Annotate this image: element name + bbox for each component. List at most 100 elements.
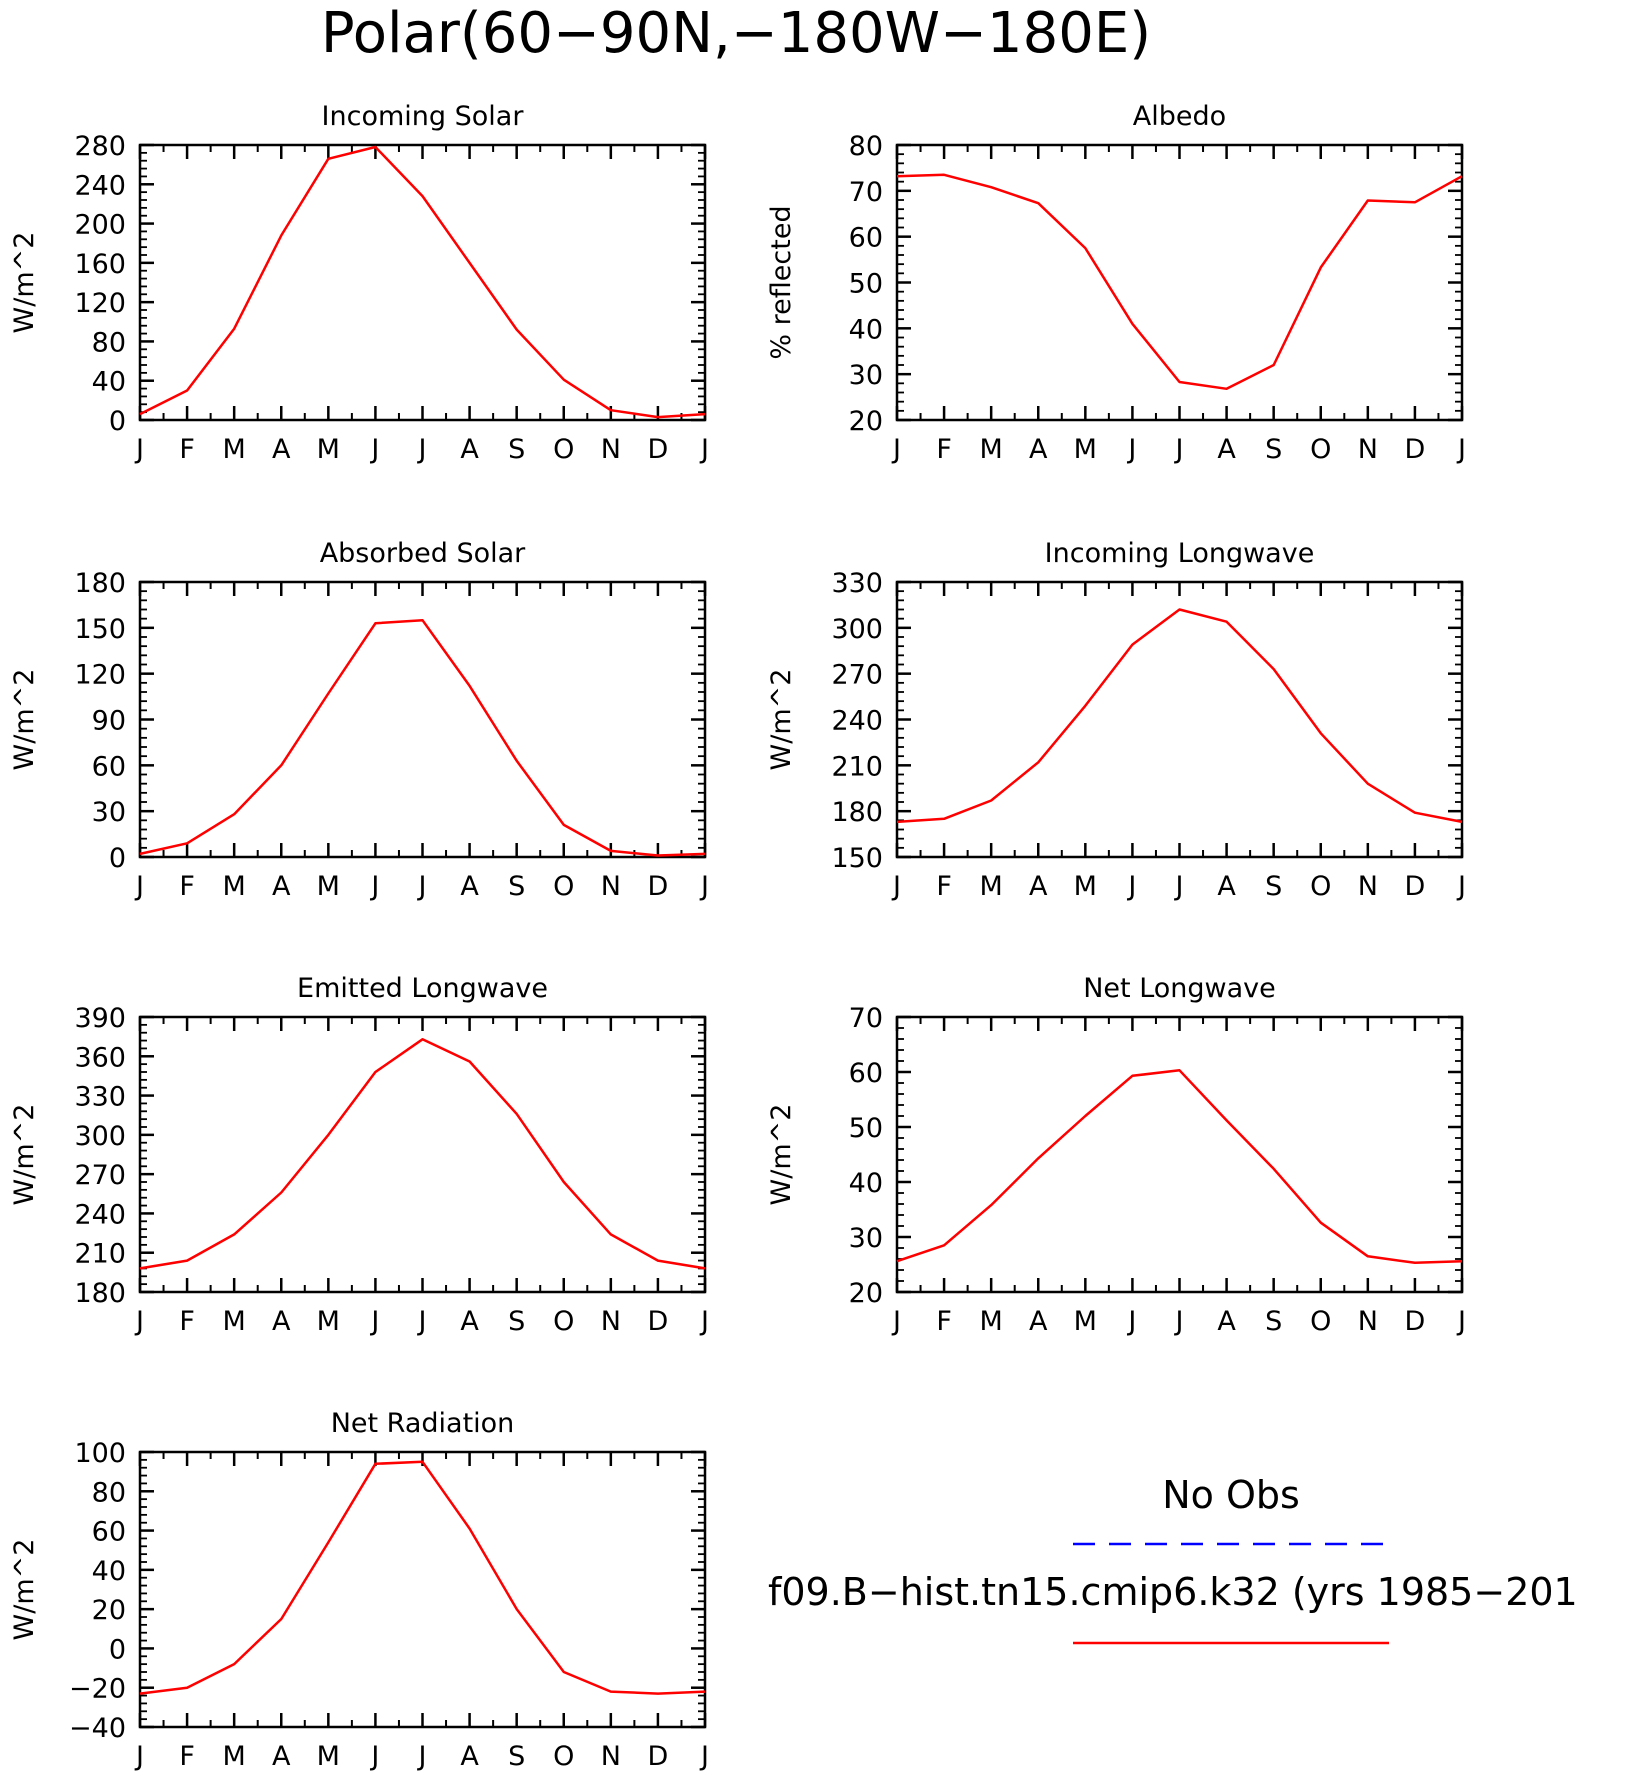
- x-tick-label: A: [460, 434, 479, 465]
- x-tick-label: A: [272, 871, 291, 902]
- x-tick-label: S: [508, 1306, 525, 1337]
- series-line: [139, 1038, 706, 1270]
- y-tick-label: 40: [92, 1556, 126, 1587]
- x-tick-label: J: [369, 1306, 379, 1337]
- y-tick-label: 300: [831, 614, 883, 645]
- x-tick-label: M: [1074, 434, 1097, 465]
- y-axis-label: W/m^2: [766, 669, 797, 771]
- x-tick-label: S: [1265, 871, 1282, 902]
- x-tick-label: J: [1126, 871, 1136, 902]
- y-axis-label: % reflected: [766, 205, 797, 359]
- y-tick-label: 20: [849, 406, 883, 437]
- y-tick-label: 0: [109, 1634, 126, 1665]
- x-tick-label: A: [1217, 1306, 1236, 1337]
- x-tick-label: D: [648, 1306, 669, 1337]
- y-tick-label: 40: [849, 1168, 883, 1199]
- y-tick-label: 60: [92, 751, 126, 782]
- y-tick-label: 120: [74, 288, 126, 319]
- x-tick-label: A: [272, 434, 291, 465]
- y-tick-label: 40: [92, 367, 126, 398]
- x-tick-label: O: [553, 1741, 574, 1772]
- x-tick-label: F: [936, 434, 952, 465]
- x-tick-label: S: [1265, 1306, 1282, 1337]
- y-tick-label: 280: [74, 131, 126, 162]
- x-tick-label: J: [1174, 434, 1184, 465]
- x-tick-label: J: [134, 1306, 144, 1337]
- y-tick-label: 60: [849, 223, 883, 254]
- y-tick-label: 240: [74, 170, 126, 201]
- x-tick-label: S: [1265, 434, 1282, 465]
- y-tick-label: 270: [74, 1160, 126, 1191]
- y-tick-label: 240: [831, 706, 883, 737]
- x-tick-label: J: [1174, 871, 1184, 902]
- plot-frame: [895, 580, 1464, 859]
- x-tick-label: O: [553, 871, 574, 902]
- x-tick-label: M: [980, 871, 1003, 902]
- series-line: [896, 1069, 1463, 1265]
- panel-title: Emitted Longwave: [297, 973, 548, 1004]
- y-tick-label: −40: [69, 1713, 126, 1744]
- x-tick-label: F: [936, 1306, 952, 1337]
- x-tick-label: F: [179, 1741, 195, 1772]
- y-tick-label: 330: [831, 568, 883, 599]
- x-tick-label: M: [223, 871, 246, 902]
- legend-label-model: f09.B−hist.tn15.cmip6.k32 (yrs 1985−201: [768, 1570, 1578, 1614]
- y-tick-label: 60: [92, 1517, 126, 1548]
- x-tick-label: A: [1217, 434, 1236, 465]
- y-tick-label: 150: [74, 614, 126, 645]
- x-tick-label: J: [134, 1741, 144, 1772]
- x-tick-label: D: [648, 1741, 669, 1772]
- y-tick-label: 30: [849, 360, 883, 391]
- x-tick-label: J: [134, 434, 144, 465]
- x-tick-label: J: [417, 434, 427, 465]
- y-axis-label: W/m^2: [9, 232, 40, 334]
- x-tick-label: S: [508, 1741, 525, 1772]
- x-tick-label: O: [553, 1306, 574, 1337]
- x-tick-label: J: [369, 434, 379, 465]
- y-tick-label: 20: [92, 1595, 126, 1626]
- x-tick-label: J: [1456, 434, 1466, 465]
- y-axis-label: W/m^2: [9, 669, 40, 771]
- y-tick-label: 20: [849, 1278, 883, 1309]
- x-tick-label: J: [417, 1306, 427, 1337]
- panel-title: Net Radiation: [331, 1408, 515, 1439]
- x-tick-label: J: [417, 871, 427, 902]
- y-tick-label: 180: [74, 1278, 126, 1309]
- x-tick-label: A: [1029, 1306, 1048, 1337]
- plot-frame: [895, 1015, 1464, 1294]
- x-tick-label: D: [1405, 1306, 1426, 1337]
- x-tick-label: O: [553, 434, 574, 465]
- x-tick-label: M: [223, 434, 246, 465]
- x-tick-label: J: [1456, 871, 1466, 902]
- x-tick-label: D: [1405, 434, 1426, 465]
- y-tick-label: 70: [849, 1003, 883, 1034]
- y-axis-label: W/m^2: [9, 1539, 40, 1641]
- x-tick-label: N: [1358, 871, 1378, 902]
- y-tick-label: 270: [831, 660, 883, 691]
- y-axis-label: W/m^2: [766, 1104, 797, 1206]
- x-tick-label: A: [272, 1306, 291, 1337]
- y-tick-label: 90: [92, 706, 126, 737]
- x-tick-label: J: [134, 871, 144, 902]
- panel-title: Net Longwave: [1083, 973, 1276, 1004]
- y-tick-label: 360: [74, 1042, 126, 1073]
- series-line: [896, 608, 1463, 824]
- y-tick-label: 80: [849, 131, 883, 162]
- x-tick-label: N: [601, 1741, 621, 1772]
- x-tick-label: M: [317, 434, 340, 465]
- series-line: [139, 1460, 706, 1695]
- y-tick-label: 330: [74, 1082, 126, 1113]
- y-tick-label: 240: [74, 1199, 126, 1230]
- series-line: [896, 173, 1463, 391]
- x-tick-label: N: [601, 871, 621, 902]
- x-tick-label: D: [648, 871, 669, 902]
- panel-title: Incoming Solar: [322, 101, 525, 132]
- x-tick-label: J: [417, 1741, 427, 1772]
- y-tick-label: 60: [849, 1058, 883, 1089]
- x-tick-label: O: [1310, 434, 1331, 465]
- x-tick-label: M: [980, 1306, 1003, 1337]
